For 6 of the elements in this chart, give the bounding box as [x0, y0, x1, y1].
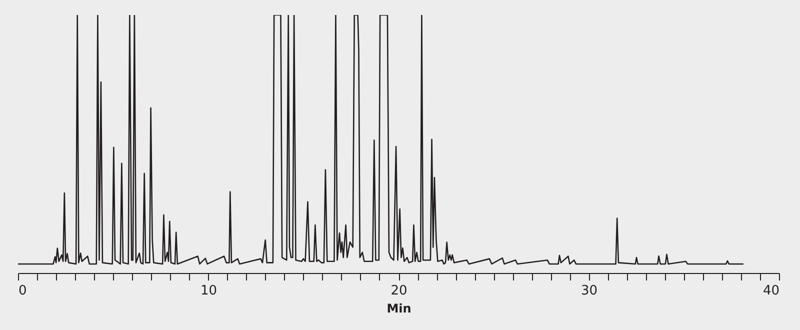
x-tick-label: 20	[390, 284, 408, 298]
x-axis-title: Min	[386, 302, 412, 316]
x-tick-label: 40	[762, 284, 780, 298]
x-tick-label: 10	[200, 284, 218, 298]
x-tick-label: 30	[580, 284, 598, 298]
x-tick-label: 0	[18, 284, 27, 298]
